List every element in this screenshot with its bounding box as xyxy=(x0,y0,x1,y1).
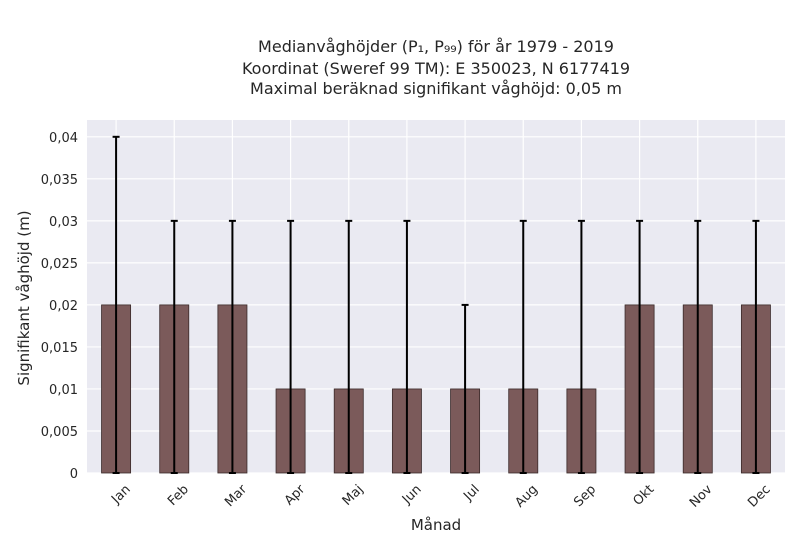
x-tick-label: Dec xyxy=(745,482,773,510)
y-tick-label: 0,03 xyxy=(49,215,78,230)
y-tick-label: 0 xyxy=(70,467,78,482)
x-tick-labels: Jan Feb Mar Apr Maj Jun Jul Aug Sep Okt Nov Dec xyxy=(108,482,773,511)
chart-title-line-2: Koordinat (Sweref 99 TM): E 350023, N 61… xyxy=(242,59,630,78)
x-tick-label: Okt xyxy=(631,482,658,509)
plot-area xyxy=(87,120,785,473)
y-axis-label: Signifikant våghöjd (m) xyxy=(15,210,33,385)
x-tick-label: Nov xyxy=(687,482,716,511)
y-tick-label: 0,035 xyxy=(41,173,78,188)
x-tick-label: Maj xyxy=(340,482,367,509)
x-tick-label: Jun xyxy=(399,482,425,508)
error-bars xyxy=(112,135,760,474)
y-tick-label: 0,02 xyxy=(49,299,78,314)
x-axis-label: Månad xyxy=(411,516,461,534)
y-tick-label: 0,04 xyxy=(49,131,78,146)
chart-title-line-3: Maximal beräknad signifikant våghöjd: 0,… xyxy=(250,79,622,98)
chart-title-line-1: Medianvåghöjder (P₁, P₉₉) för år 1979 - … xyxy=(258,37,614,56)
x-tick-label: Apr xyxy=(282,482,309,509)
y-tick-label: 0,01 xyxy=(49,383,78,398)
y-tick-label: 0,005 xyxy=(41,425,78,440)
x-tick-label: Aug xyxy=(512,482,541,511)
x-tick-label: Jan xyxy=(108,482,133,507)
x-tick-label: Jul xyxy=(460,482,482,504)
y-tick-label: 0,015 xyxy=(41,341,78,356)
y-tick-labels: 0 0,005 0,01 0,015 0,02 0,025 0,03 0,035 0,04 xyxy=(41,131,78,482)
x-tick-label: Sep xyxy=(571,482,599,510)
x-tick-label: Mar xyxy=(222,482,250,510)
y-tick-label: 0,025 xyxy=(41,257,78,272)
x-tick-label: Feb xyxy=(165,482,192,509)
